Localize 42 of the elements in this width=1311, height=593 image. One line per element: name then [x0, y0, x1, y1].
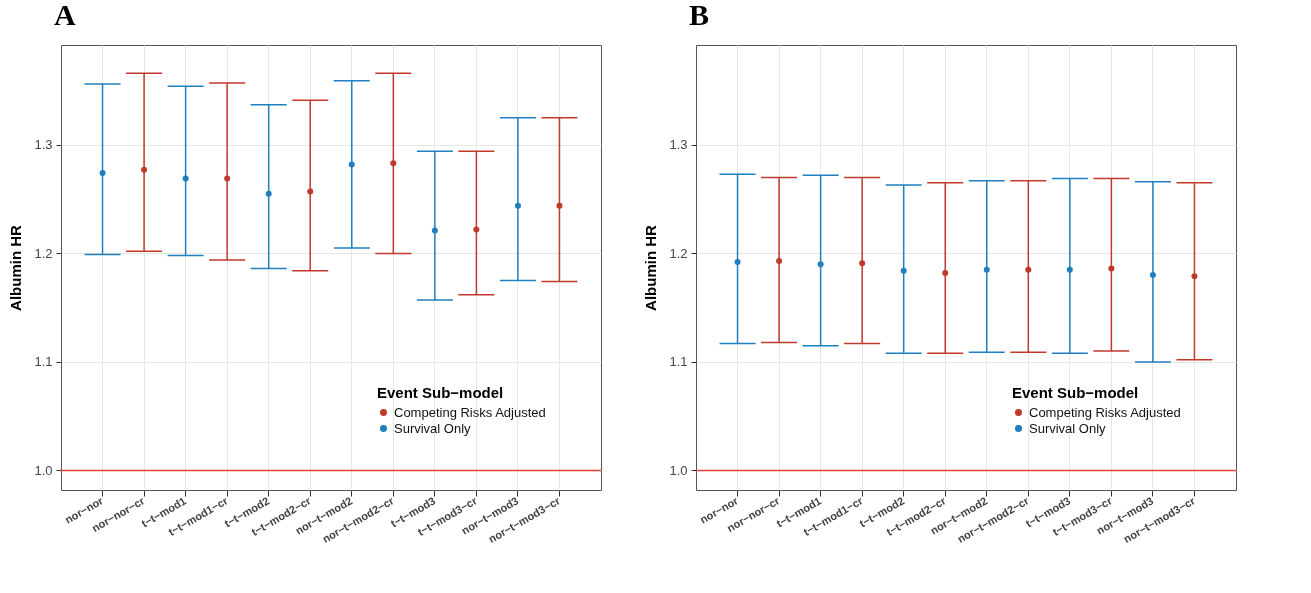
- y-tick-label: 1.0: [34, 462, 53, 478]
- y-tick-label: 1.0: [669, 462, 688, 478]
- legend-label: Competing Risks Adjusted: [394, 404, 546, 420]
- point: [265, 190, 272, 197]
- legend-title: Event Sub−model: [377, 384, 504, 401]
- y-tick-label: 1.3: [669, 137, 688, 153]
- legend-label: Survival Only: [1029, 420, 1107, 436]
- y-tick-label: 1.2: [669, 245, 688, 261]
- point: [141, 166, 148, 173]
- point: [1149, 272, 1156, 279]
- y-tick-label: 1.2: [34, 245, 53, 261]
- point: [99, 170, 106, 177]
- point: [514, 202, 521, 209]
- legend-label: Competing Risks Adjusted: [1029, 404, 1181, 420]
- point: [817, 261, 824, 268]
- point: [1191, 273, 1198, 280]
- point: [900, 267, 907, 274]
- point: [942, 269, 949, 276]
- point: [556, 202, 563, 209]
- point: [224, 175, 231, 182]
- y-tick-label: 1.3: [34, 137, 53, 153]
- point: [431, 227, 438, 234]
- point: [390, 160, 397, 167]
- point: [473, 226, 480, 233]
- point: [734, 259, 741, 266]
- y-tick-label: 1.1: [669, 354, 688, 370]
- point: [1066, 266, 1073, 273]
- chart-title: A: [53, 0, 76, 31]
- point: [307, 188, 314, 195]
- point: [182, 175, 189, 182]
- point: [1025, 266, 1032, 273]
- y-axis-title: Albumin HR: [7, 224, 25, 311]
- y-axis-title: Albumin HR: [642, 224, 660, 311]
- chart-title: B: [688, 0, 709, 31]
- legend-title: Event Sub−model: [1012, 384, 1139, 401]
- point: [776, 257, 783, 264]
- point: [348, 161, 355, 168]
- point: [1108, 265, 1115, 272]
- legend-label: Survival Only: [394, 420, 472, 436]
- point: [859, 260, 866, 267]
- point: [983, 266, 990, 273]
- y-tick-label: 1.1: [34, 354, 53, 370]
